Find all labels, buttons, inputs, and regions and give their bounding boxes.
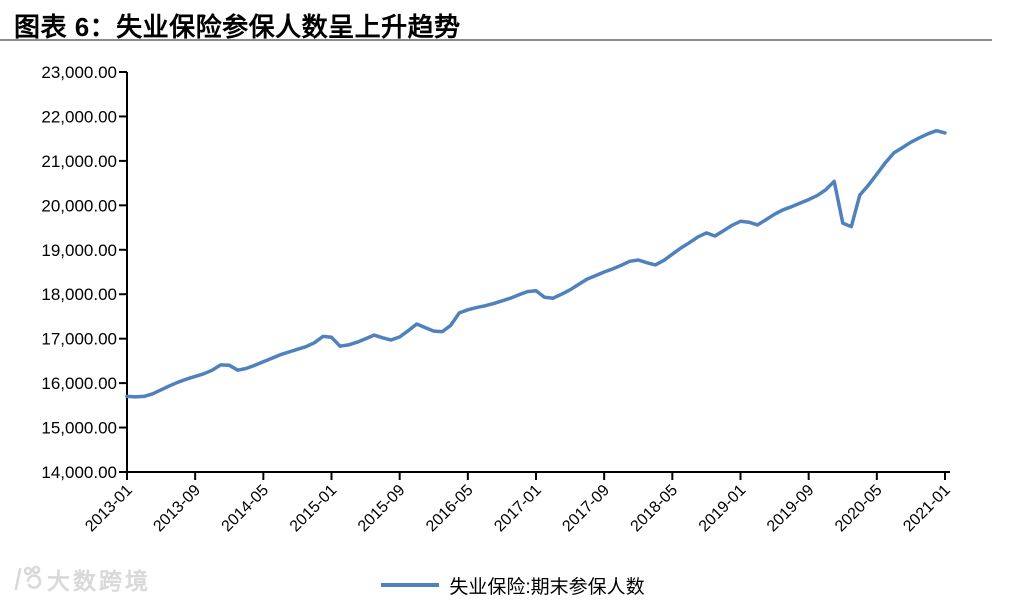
watermark-text: 大数跨境 (47, 568, 151, 594)
y-tick-label: 22,000.00 (41, 107, 117, 126)
x-tick-label: 2013-09 (150, 482, 204, 536)
watermark-logo-icon (14, 565, 42, 591)
legend-line-swatch (381, 583, 440, 587)
legend: 失业保险:期末参保人数 (0, 573, 1026, 598)
legend-label: 失业保险:期末参保人数 (449, 576, 645, 598)
x-tick-label: 2019-01 (696, 482, 750, 536)
title-divider (0, 39, 992, 41)
x-tick-label: 2016-05 (423, 482, 477, 536)
y-tick-label: 20,000.00 (41, 196, 117, 215)
x-tick-label: 2017-09 (559, 482, 613, 536)
x-tick-label: 2014-05 (219, 482, 273, 536)
y-tick-label: 18,000.00 (41, 285, 117, 304)
x-tick-label: 2018-05 (628, 482, 682, 536)
y-tick-label: 21,000.00 (41, 152, 117, 171)
y-tick-label: 17,000.00 (41, 330, 117, 349)
axes (126, 72, 950, 473)
series-line (125, 128, 947, 399)
y-tick-label: 16,000.00 (41, 374, 117, 393)
y-tick-label: 15,000.00 (41, 419, 117, 438)
x-tick-label: 2020-05 (832, 482, 886, 536)
y-tick-label: 19,000.00 (41, 241, 117, 260)
x-tick-label: 2015-09 (355, 482, 409, 536)
x-tick-label: 2019-09 (764, 482, 818, 536)
watermark: 大数跨境 (8, 562, 151, 596)
x-tick-label: 2017-01 (491, 482, 545, 536)
y-tick-label: 14,000.00 (41, 463, 117, 482)
y-tick-label: 23,000.00 (41, 63, 117, 82)
x-tick-label: 2015-01 (287, 482, 341, 536)
figure-title: 图表 6：失业保险参保人数呈上升趋势 (14, 12, 461, 42)
x-tick-label: 2013-01 (82, 482, 136, 536)
x-tick-label: 2021-01 (900, 482, 954, 536)
